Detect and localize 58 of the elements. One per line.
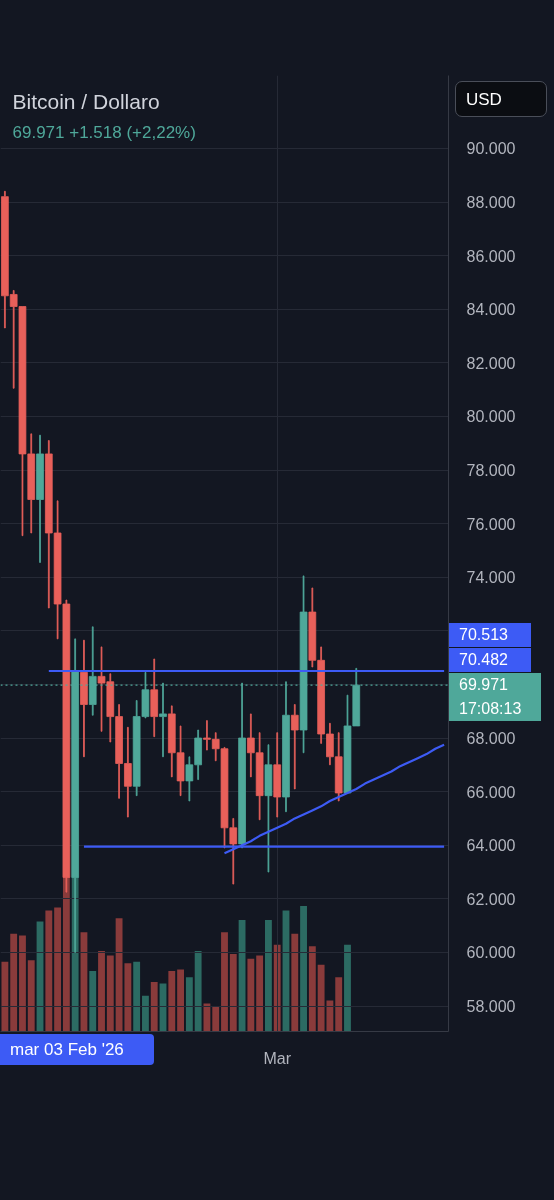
y-tick-label: 66.000 [466, 783, 516, 801]
bar [300, 905, 307, 1031]
bar [106, 955, 114, 1031]
bar [221, 932, 228, 1031]
bar [1, 961, 9, 1031]
y-tick-label: 80.000 [466, 408, 516, 426]
y-tick-label: 78.000 [466, 462, 516, 480]
bar [291, 933, 299, 1031]
y-tick-label: 62.000 [466, 890, 516, 908]
candlestick [264, 744, 273, 873]
bar [89, 971, 97, 1031]
text: 70.513 [449, 623, 531, 647]
candlestick [80, 639, 88, 758]
bar [308, 946, 316, 1031]
y-tick-label: 86.000 [466, 247, 516, 265]
text: 17:08:13 [449, 697, 541, 721]
text: 69.971 +1.518 (+2,22%) [12, 123, 196, 142]
candlestick [36, 434, 44, 563]
bar [168, 971, 176, 1031]
bar [256, 955, 264, 1031]
ref-line-label: 69.971 [449, 673, 541, 697]
bar [265, 919, 272, 1031]
y-tick-label: 90.000 [466, 140, 516, 158]
bar [194, 950, 202, 1031]
bar [142, 995, 149, 1031]
bar [133, 961, 141, 1031]
y-tick-label: 74.000 [466, 569, 516, 587]
y-tick-label: 60.000 [466, 944, 516, 962]
bar [27, 960, 35, 1031]
bar [98, 950, 105, 1031]
bar [344, 944, 351, 1031]
candlestick [150, 658, 159, 738]
y-tick-label: 82.000 [466, 354, 516, 372]
bar [45, 910, 53, 1031]
y-tick-label: 88.000 [466, 194, 516, 211]
bar [212, 1006, 220, 1031]
bar [150, 981, 158, 1031]
bar [229, 954, 237, 1031]
y-tick-label: 68.000 [466, 730, 516, 748]
y-tick-label: 76.000 [466, 515, 516, 533]
x-tick-label: Mar [263, 1049, 292, 1067]
y-axis-title: USD [455, 81, 547, 117]
text: mar 03 Feb '26 [0, 1034, 154, 1065]
candlestick [290, 704, 299, 790]
bar [62, 876, 70, 1031]
y-tick-label: 58.000 [466, 998, 516, 1016]
bar [335, 977, 343, 1031]
bar [54, 907, 62, 1031]
y-tick-label: 64.000 [466, 837, 516, 855]
bar [247, 958, 255, 1031]
bar [185, 977, 193, 1031]
text: Bitcoin / Dollaro [12, 90, 160, 113]
y-tick-label: 84.000 [466, 301, 516, 319]
bar [177, 969, 184, 1031]
bar [10, 933, 18, 1031]
candlestick [273, 732, 282, 818]
bar [19, 935, 26, 1031]
text: 70.482 [449, 648, 531, 672]
